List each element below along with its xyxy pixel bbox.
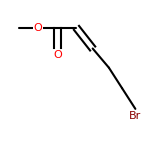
Text: O: O xyxy=(53,50,62,60)
Text: Br: Br xyxy=(129,111,141,121)
Text: O: O xyxy=(34,23,43,33)
